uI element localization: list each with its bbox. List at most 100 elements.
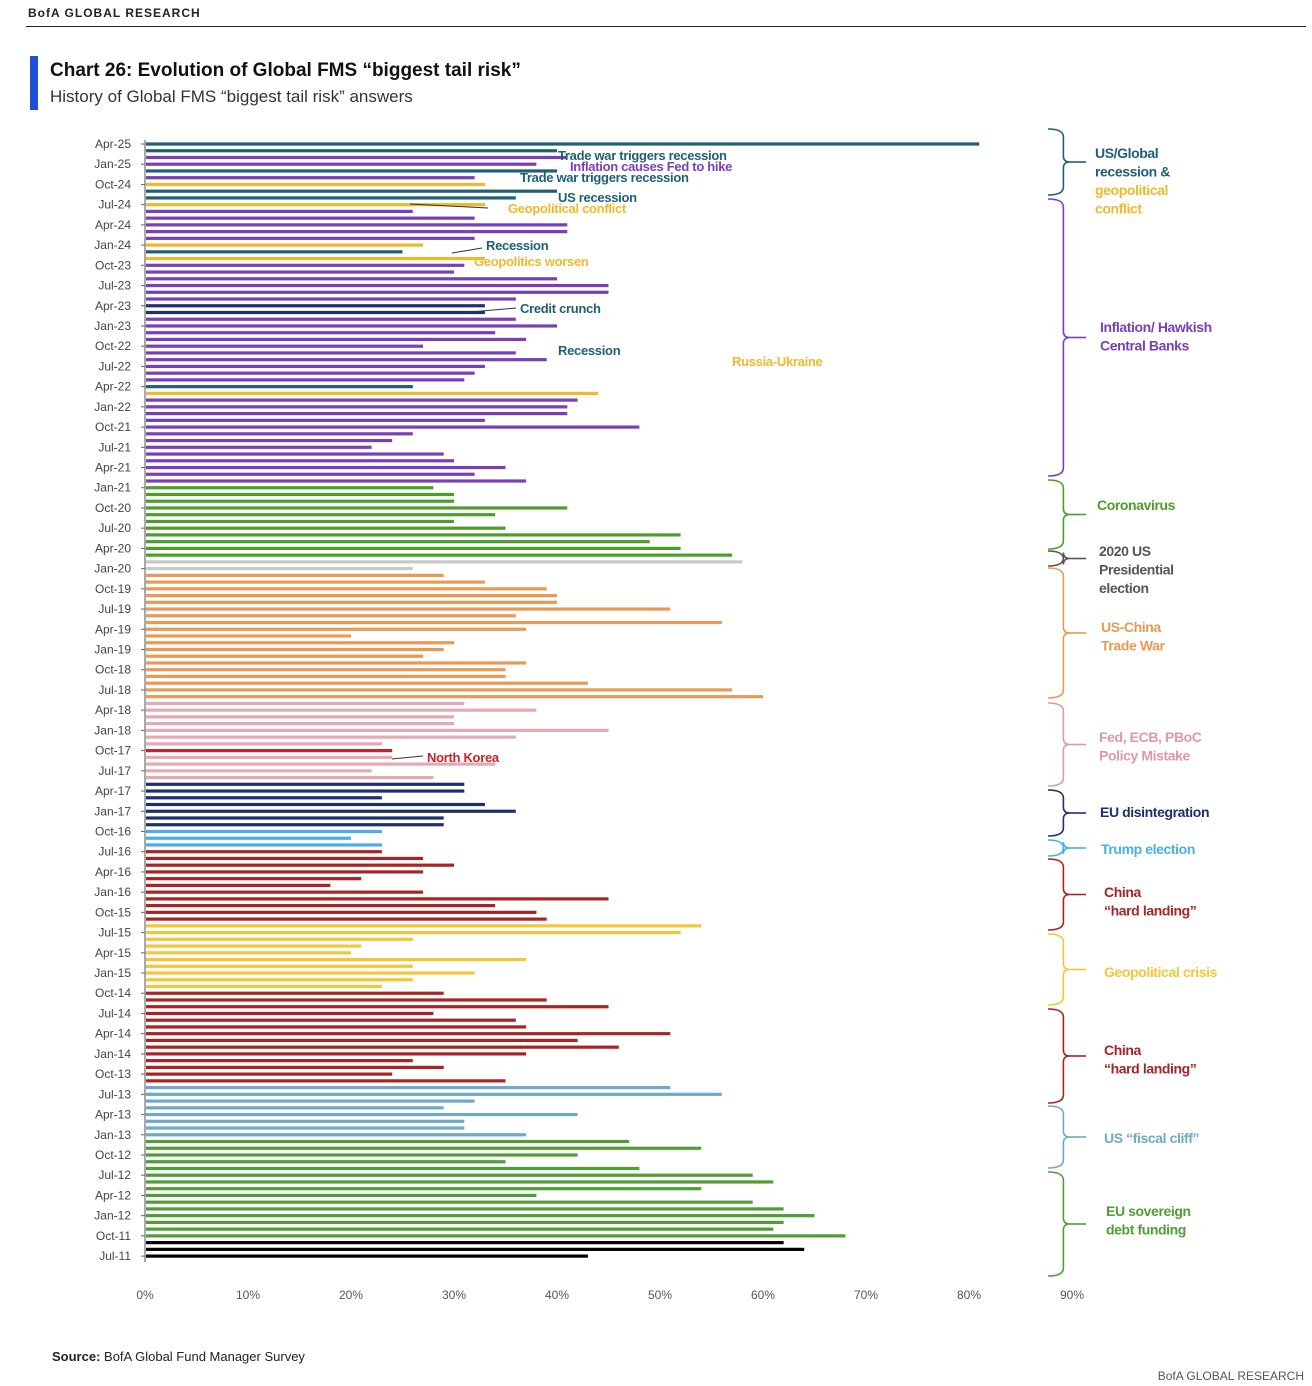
annotation-label: Trade war triggers recession [520, 170, 689, 185]
bar-Jun-17 [146, 775, 434, 780]
bar-Aug-23 [146, 277, 557, 281]
bar-Jan-24 [146, 243, 424, 247]
x-tick-label: 50% [648, 1288, 672, 1302]
bar-Jun-19 [146, 614, 516, 618]
title-accent-bar [30, 56, 38, 110]
group-bracket [1047, 858, 1071, 931]
bar-Jun-15 [146, 937, 413, 941]
y-tick-label: Apr-14 [95, 1027, 131, 1041]
group-label: US/Global [1095, 145, 1158, 161]
group-bracket [1047, 128, 1071, 196]
y-tick-label: Apr-20 [95, 541, 131, 555]
bar-Mar-17 [146, 796, 382, 800]
group-label: debt funding [1106, 1222, 1186, 1238]
y-tick-label: Jan-25 [94, 157, 131, 171]
bar-Oct-16 [146, 829, 382, 834]
y-tick-label: Oct-22 [95, 339, 131, 353]
y-tick-label: Apr-17 [95, 784, 131, 798]
x-tick-label: 0% [136, 1288, 154, 1302]
y-tick-label: Jul-15 [98, 926, 131, 940]
group-bracket [1047, 479, 1071, 550]
group-label: “hard landing” [1104, 903, 1196, 919]
bar-Nov-13 [146, 1065, 444, 1069]
bar-Nov-18 [146, 661, 527, 665]
bar-Sep-19 [146, 593, 557, 598]
bar-Aug-19 [146, 600, 557, 604]
group-label: EU sovereign [1106, 1203, 1191, 1219]
bar-Sep-17 [146, 755, 393, 759]
y-tick-label: Oct-17 [95, 744, 131, 758]
bar-Jun-24 [146, 209, 413, 213]
y-tick-label: Apr-21 [95, 461, 131, 475]
source-label: Source: [52, 1349, 101, 1364]
bar-Sep-24 [146, 189, 557, 193]
bar-Feb-24 [146, 236, 475, 240]
bar-Sep-20 [146, 513, 496, 517]
bar-Sep-14 [146, 998, 547, 1002]
bar-Aug-18 [146, 681, 588, 685]
bar-Sep-13 [146, 1079, 506, 1083]
bar-Mar-21 [146, 472, 475, 476]
bar-May-23 [146, 297, 516, 301]
bar-Apr-19 [146, 627, 527, 631]
bar-Dec-23 [146, 250, 403, 254]
bar-Sep-15 [146, 917, 547, 921]
bar-May-24 [146, 216, 475, 220]
bar-Feb-20 [146, 560, 743, 564]
bar-Aug-22 [146, 358, 547, 362]
bar-Sep-21 [146, 432, 413, 436]
x-tick-label: 90% [1060, 1288, 1084, 1302]
bar-Jan-15 [146, 971, 475, 975]
bar-Apr-23 [146, 304, 485, 308]
bar-Jan-21 [146, 486, 434, 490]
bar-Jan-19 [146, 647, 444, 652]
bar-Dec-22 [146, 331, 496, 335]
bar-Sep-12 [146, 1160, 506, 1164]
y-tick-label: Jul-20 [98, 521, 131, 535]
bar-Jun-16 [146, 856, 424, 861]
bar-Apr-17 [146, 789, 465, 793]
bar-Mar-23 [146, 310, 485, 315]
bar-Aug-17 [146, 762, 496, 766]
y-tick-label: Apr-24 [95, 218, 131, 232]
bar-Mar-25 [146, 149, 557, 153]
bar-Oct-18 [146, 668, 506, 672]
y-tick-label: Oct-19 [95, 582, 131, 596]
bar-Jan-13 [146, 1133, 527, 1137]
bar-Dec-21 [146, 412, 568, 416]
y-tick-label: Apr-19 [95, 622, 131, 636]
bar-Feb-21 [146, 479, 527, 483]
y-tick-label: Jan-22 [94, 400, 131, 414]
bar-May-17 [146, 782, 465, 786]
bar-Jan-16 [146, 890, 424, 894]
bar-Oct-14 [146, 991, 444, 995]
bar-Jan-23 [146, 324, 557, 328]
annotation-leader [451, 247, 483, 254]
bar-May-21 [146, 459, 454, 463]
bar-Mar-18 [146, 715, 454, 719]
annotation-label: Trade war triggers recession [558, 148, 727, 163]
bar-Dec-14 [146, 978, 413, 982]
bar-Jul-23 [146, 283, 609, 288]
bar-Apr-14 [146, 1032, 671, 1036]
bar-Dec-24 [146, 169, 557, 173]
bar-Apr-18 [146, 708, 537, 712]
bar-Jun-13 [146, 1099, 475, 1103]
y-tick-label: Jan-16 [94, 885, 131, 899]
y-tick-label: Oct-16 [95, 824, 131, 838]
group-label: Coronavirus [1097, 497, 1176, 513]
y-tick-label: Oct-18 [95, 663, 131, 677]
bar-May-19 [146, 620, 722, 625]
header-rule [26, 26, 1306, 27]
header-brand: BofA GLOBAL RESEARCH [28, 6, 201, 20]
bar-May-12 [146, 1187, 702, 1191]
y-tick-label: Apr-25 [95, 137, 131, 151]
y-tick-label: Oct-14 [95, 986, 131, 1000]
bar-Jun-14 [146, 1018, 516, 1022]
annotation-label: Russia-Ukraine [732, 354, 823, 369]
bar-Jan-20 [146, 567, 413, 571]
bar-Aug-24 [146, 196, 516, 200]
bar-Feb-19 [146, 641, 454, 645]
bar-Aug-20 [146, 519, 454, 524]
bar-Nov-22 [146, 337, 527, 342]
